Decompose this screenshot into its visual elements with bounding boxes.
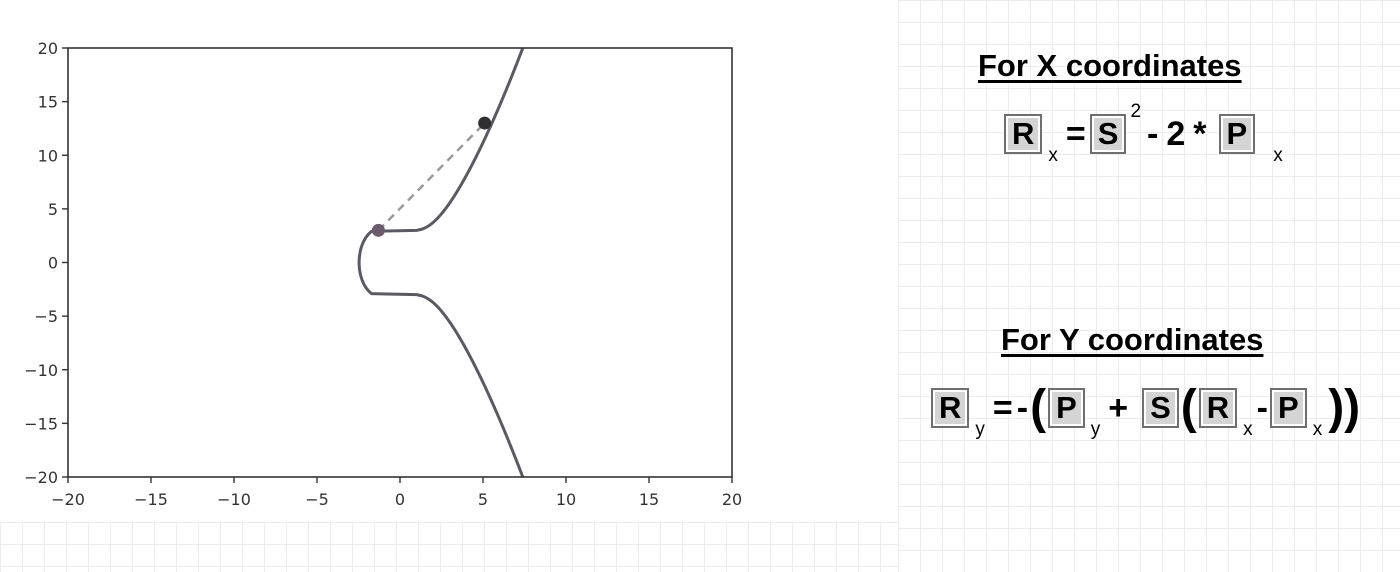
x-tick-label: 20: [722, 490, 742, 509]
point-s-marker: [478, 116, 492, 130]
negation-sign: -: [1016, 388, 1029, 427]
open-paren: (: [1030, 381, 1047, 434]
subscript-x: x: [1243, 419, 1253, 440]
x-tick-label: −5: [305, 490, 329, 509]
y-tick-label: 15: [38, 93, 58, 112]
chart-panel: [0, 0, 898, 522]
subscript-y: y: [975, 419, 985, 440]
plot-frame: [67, 47, 733, 478]
y-tick-label: −15: [24, 414, 58, 433]
grid-background-bottom: [0, 522, 898, 572]
y-tick-label: 10: [38, 146, 58, 165]
grid-background-right: [898, 0, 1400, 572]
y-coords-heading: For Y coordinates: [1001, 322, 1264, 357]
subscript-x: x: [1273, 145, 1283, 166]
subscript-x: x: [1048, 145, 1058, 166]
y-tick-label: 20: [38, 39, 58, 58]
open-paren: (: [1180, 381, 1197, 434]
var-s-box: S: [1089, 114, 1127, 154]
equals-sign: =: [1065, 114, 1086, 153]
x-tick-label: −20: [51, 490, 85, 509]
y-tick-label: 5: [48, 200, 58, 219]
subscript-y: y: [1090, 419, 1101, 440]
var-p-box: P: [1048, 388, 1085, 428]
dashed-chord: [377, 122, 486, 232]
var-r-box: R: [931, 388, 970, 428]
y-tick-label: 0: [48, 254, 58, 273]
var-r-box: R: [1004, 114, 1043, 154]
x-tick-label: −10: [217, 490, 251, 509]
equals-sign: =: [992, 388, 1013, 427]
y-tick-label: −20: [24, 468, 58, 487]
exponent-2: 2: [1130, 101, 1142, 122]
var-p-box: P: [1218, 114, 1256, 154]
elliptic-curve-line: [357, 47, 525, 478]
x-tick-label: 0: [395, 490, 405, 509]
elliptic-curve-chart: −20 −15 −10 −5 0 5 10 15 20 20 15 10 5 0 −5 −10 −15 −20: [24, 39, 742, 509]
x-coords-heading: For X coordinates: [978, 48, 1242, 83]
x-coords-formula: R x = S 2 - 2 * P x: [1004, 101, 1287, 166]
y-coords-formula: R y = - ( P y + S ( R x - P x )): [931, 381, 1362, 440]
minus-sign: -: [1147, 114, 1159, 153]
x-tick-label: −15: [134, 490, 168, 509]
multiply-sign: *: [1193, 114, 1207, 153]
constant-two: 2: [1166, 114, 1186, 153]
y-tick-label: −10: [24, 361, 58, 380]
var-p-box: P: [1270, 388, 1307, 428]
x-tick-label: 5: [478, 490, 488, 509]
close-parens: )): [1328, 381, 1361, 434]
point-p-marker: [371, 223, 385, 237]
y-tick-label: −5: [34, 307, 58, 326]
plus-sign: +: [1108, 388, 1129, 427]
minus-sign: -: [1256, 388, 1268, 427]
var-s-box: S: [1142, 388, 1179, 428]
x-tick-label: 15: [639, 490, 659, 509]
var-r-box: R: [1198, 388, 1238, 428]
x-tick-label: 10: [556, 490, 576, 509]
subscript-x: x: [1312, 419, 1323, 440]
